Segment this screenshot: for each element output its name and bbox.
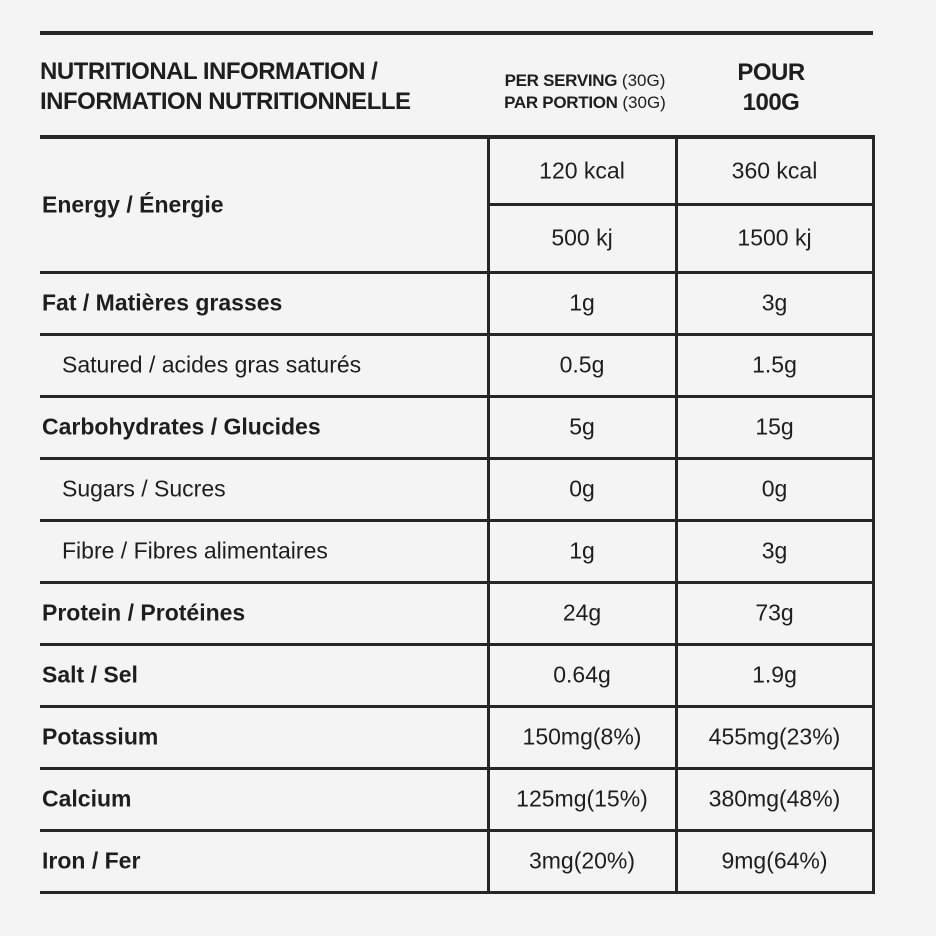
row-divider <box>40 332 875 336</box>
cell-value: 150mg(8%) <box>522 723 642 750</box>
cell-value: 1500 kj <box>737 224 812 251</box>
per-serving-label: PER SERVING <box>504 71 618 90</box>
cell-divider <box>488 203 875 206</box>
cell-value: 73g <box>755 599 794 626</box>
row-label: Protein / Protéines <box>42 599 246 626</box>
row-label: Fibre / Fibres alimentaires <box>62 537 328 564</box>
row-label: Energy / Énergie <box>42 191 224 217</box>
cell-value: 3g <box>761 537 788 564</box>
cell-value: 1g <box>569 537 595 564</box>
row-label: Potassium <box>42 723 159 750</box>
header-title-line: NUTRITIONAL INFORMATION / <box>40 58 378 85</box>
cell-value: 120 kcal <box>539 157 625 184</box>
row-divider <box>40 642 875 646</box>
column-divider <box>871 137 875 894</box>
row-label: Iron / Fer <box>42 847 141 874</box>
cell-value: 0.64g <box>553 661 611 688</box>
cell-value: 125mg(15%) <box>516 785 648 812</box>
cell-value: 0g <box>569 475 595 502</box>
column-divider <box>674 137 678 894</box>
per-portion-header: PAR PORTION (30G) <box>490 94 680 111</box>
row-label: Carbohydrates / Glucides <box>42 413 321 440</box>
header-title-line: INFORMATION NUTRITIONNELLE <box>40 88 411 115</box>
cell-value: 1.9g <box>752 661 797 688</box>
cell-value: 500 kj <box>551 224 613 251</box>
cell-value: 0.5g <box>559 351 605 378</box>
row-divider <box>40 766 875 770</box>
per-portion-label: PAR PORTION <box>504 93 618 112</box>
cell-value: 455mg(23%) <box>708 723 841 750</box>
per-100g-header: POUR <box>737 59 805 86</box>
row-label: Sugars / Sucres <box>62 475 226 502</box>
column-divider <box>486 137 490 894</box>
row-divider <box>40 518 875 522</box>
top-rule <box>40 31 873 35</box>
row-label: Salt / Sel <box>42 661 138 688</box>
cell-value: 9mg(64%) <box>721 847 828 874</box>
cell-value: 1g <box>569 289 595 316</box>
row-divider <box>40 456 875 460</box>
per-serving-unit: (30G) <box>621 71 666 90</box>
row-label: Fat / Matières grasses <box>42 289 283 316</box>
row-divider <box>40 394 875 398</box>
cell-value: 3g <box>761 289 788 316</box>
row-divider <box>40 704 875 708</box>
row-divider <box>40 270 875 274</box>
row-label: Calcium <box>42 785 132 812</box>
cell-value: 15g <box>755 413 794 440</box>
cell-value: 3mg(20%) <box>528 847 636 874</box>
table-top-rule <box>40 135 875 139</box>
row-divider <box>40 828 875 832</box>
row-divider <box>40 890 875 894</box>
row-label: Satured / acides gras saturés <box>62 351 362 378</box>
cell-value: 380mg(48%) <box>708 785 841 812</box>
cell-value: 0g <box>761 475 788 502</box>
per-100g-header: 100G <box>742 89 800 116</box>
cell-value: 24g <box>562 599 602 626</box>
row-divider <box>40 580 875 584</box>
per-portion-unit: (30G) <box>622 93 666 112</box>
cell-value: 360 kcal <box>731 157 818 184</box>
cell-value: 1.5g <box>752 351 797 378</box>
cell-value: 5g <box>569 413 595 440</box>
per-serving-header: PER SERVING (30G) <box>490 72 680 89</box>
